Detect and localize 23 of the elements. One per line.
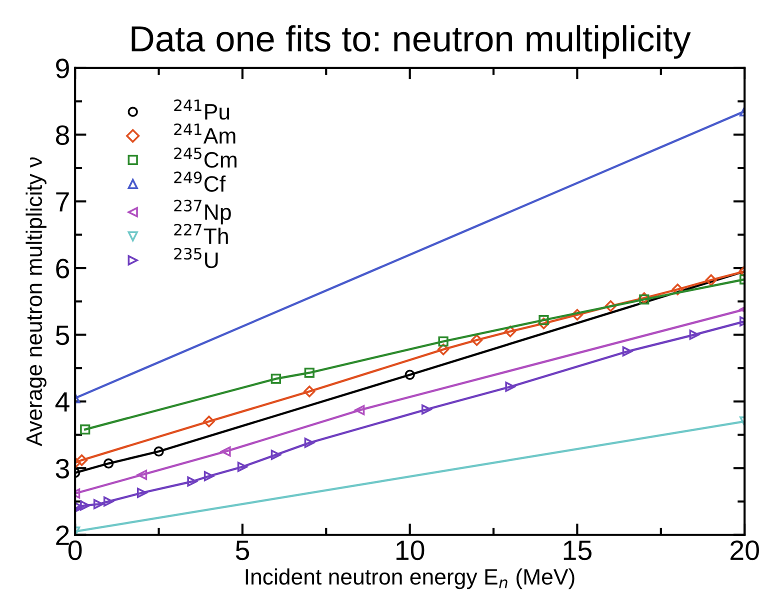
legend-label: $^{227}$Th bbox=[174, 224, 228, 244]
x-tick-label: 0 bbox=[68, 540, 82, 560]
y-tick-label: 6 bbox=[56, 258, 69, 278]
legend-label: $^{241}$Am bbox=[174, 123, 236, 144]
x-tick-label: 10 bbox=[396, 540, 424, 560]
y-axis-title: Average neutron multiplicity ν bbox=[26, 157, 46, 446]
y-tick-label: 3 bbox=[56, 458, 69, 478]
legend-label: $^{249}$Cf bbox=[174, 172, 226, 192]
legend-label: $^{237}$Np bbox=[174, 200, 231, 224]
legend-label: $^{245}$Cm bbox=[174, 148, 236, 168]
x-tick-label: 15 bbox=[564, 540, 592, 560]
y-tick-label: 5 bbox=[56, 326, 70, 346]
y-tick-label: 9 bbox=[56, 58, 69, 78]
chart-title: Data one fits to: neutron multiplicity bbox=[132, 25, 691, 59]
x-axis-title: Incident neutron energy E$_{n}$ (MeV) bbox=[246, 568, 574, 590]
x-tick-label: 5 bbox=[236, 540, 250, 560]
y-tick-label: 2 bbox=[56, 526, 69, 545]
y-tick-label: 8 bbox=[56, 125, 70, 145]
x-tick-label: 20 bbox=[730, 540, 759, 560]
y-tick-label: 4 bbox=[55, 392, 70, 412]
y-tick-label: 7 bbox=[56, 192, 69, 212]
legend-label: $^{235}$U bbox=[174, 248, 218, 268]
legend-label: $^{241}$Pu bbox=[174, 99, 230, 120]
